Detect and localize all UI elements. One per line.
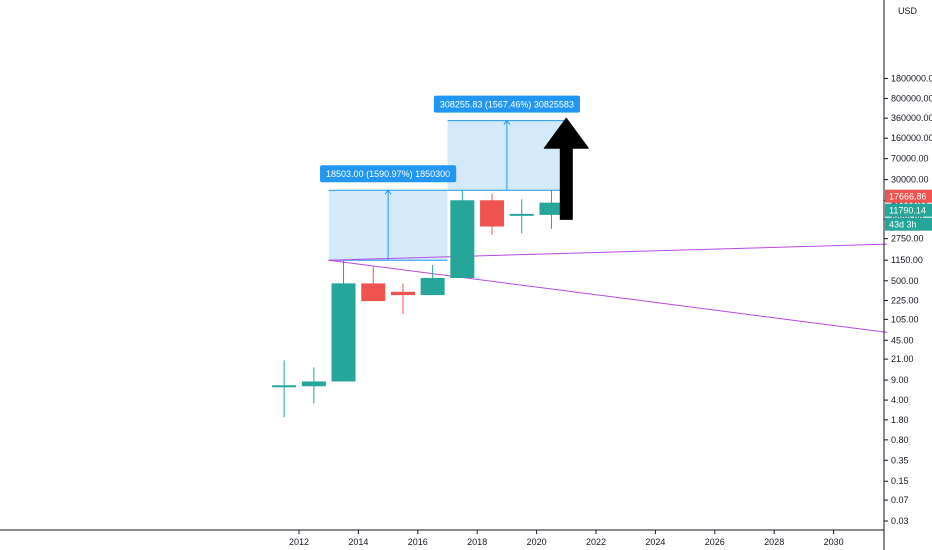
measure-label-bg	[320, 165, 457, 183]
x-tick-label: 2018	[467, 537, 487, 547]
candle-body	[301, 381, 326, 387]
trend-line	[328, 259, 888, 333]
price-badges: 17666.86 11790.14 43d 3h	[885, 189, 932, 231]
measure-arrowhead	[384, 189, 392, 195]
axes	[0, 0, 885, 550]
measure-arrowhead	[503, 119, 511, 125]
countdown-badge-bg	[885, 217, 932, 231]
measure-label: 18503.00 (1590.97%) 1850300	[326, 169, 450, 179]
y-tick-label: 4.00	[891, 395, 909, 405]
last-close-badge: 11790.14	[889, 206, 926, 216]
candle-body	[272, 385, 297, 388]
x-tick-label: 2026	[705, 537, 725, 547]
currency-label: USD	[898, 6, 918, 16]
y-tick-label: 0.15	[891, 476, 909, 486]
y-tick-label: 21.00	[891, 354, 914, 364]
current-price-badge: 17666.86	[889, 192, 927, 202]
countdown-badge: 43d 3h	[889, 220, 917, 230]
x-tick-label: 2028	[764, 537, 784, 547]
x-tick-label: 2020	[527, 537, 547, 547]
candle-body	[361, 283, 386, 302]
trend-lines	[328, 243, 888, 333]
x-tick-label: 2014	[348, 537, 368, 547]
candle-body	[539, 202, 564, 215]
candles	[272, 189, 564, 418]
y-tick-label: 0.35	[891, 455, 909, 465]
y-tick-label: 800000.00	[891, 93, 932, 103]
candle-body	[509, 213, 534, 216]
y-tick-label: 45.00	[891, 335, 914, 345]
y-tick-label: 105.00	[891, 314, 919, 324]
y-tick-label: 160000.00	[891, 133, 932, 143]
y-tick-label: 70000.00	[891, 154, 929, 164]
candle-body	[390, 291, 415, 296]
y-tick-label: 1.80	[891, 415, 909, 425]
measurement-boxes: 18503.00 (1590.97%) 1850300 308255.83 (15…	[320, 95, 580, 261]
candle-body	[480, 200, 505, 227]
x-tick-label: 2030	[824, 537, 844, 547]
y-tick-label: 2750.00	[891, 234, 924, 244]
current-price-badge-bg	[885, 189, 932, 203]
y-tick-label: 360000.00	[891, 113, 932, 123]
candle-body	[331, 283, 356, 382]
x-tick-label: 2012	[289, 537, 309, 547]
arrow-shape	[543, 117, 589, 220]
y-tick-label: 30000.00	[891, 175, 929, 185]
up-arrow	[543, 117, 589, 220]
y-tick-label: 225.00	[891, 296, 919, 306]
y-tick-label: 0.07	[891, 495, 909, 505]
trend-line	[328, 243, 888, 261]
y-tick-label: 9.00	[891, 375, 909, 385]
y-tick-label: 1800000.00	[891, 73, 932, 83]
last-close-badge-bg	[885, 203, 932, 217]
y-tick-label: 1150.00	[891, 255, 923, 265]
measure-label-bg	[433, 95, 580, 113]
y-tick-label: 0.80	[891, 435, 909, 445]
candle-body	[450, 200, 475, 278]
x-tick-label: 2016	[408, 537, 428, 547]
y-tick-label: 0.03	[891, 516, 909, 526]
measure-label: 308255.83 (1567.46%) 30825583	[440, 100, 574, 110]
candle-body	[420, 277, 445, 296]
x-axis-labels: 2012 2014 2016 2018 2020 2022 2024 2026 2028 2030	[289, 530, 844, 547]
y-axis-labels: 1800000.00 800000.00 360000.00 160000.00 700…	[884, 6, 932, 526]
x-tick-label: 2022	[586, 537, 606, 547]
x-tick-label: 2024	[645, 537, 665, 547]
y-tick-label: 500.00	[891, 276, 919, 286]
